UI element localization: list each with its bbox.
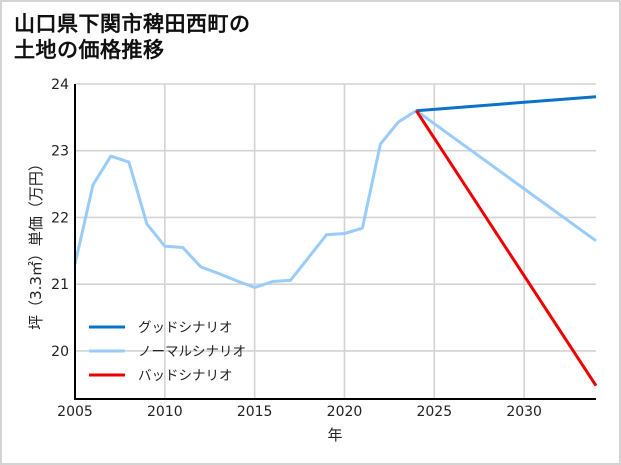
x-tick-label: 2010 xyxy=(147,404,183,420)
x-tick-label: 2025 xyxy=(416,404,452,420)
legend-label: バッドシナリオ xyxy=(138,368,233,384)
axes xyxy=(74,84,596,400)
chart-title: 山口県下関市稗田西町の 土地の価格推移 xyxy=(14,11,251,63)
legend-label: ノーマルシナリオ xyxy=(138,344,246,360)
chart-title-line2: 土地の価格推移 xyxy=(14,38,165,62)
series-line-0 xyxy=(416,95,597,113)
tick-labels: 2005 2010 2015 2020 2025 2030 20 21 22 23 24 xyxy=(51,77,542,420)
series-line-1 xyxy=(73,109,597,289)
x-tick-label: 2030 xyxy=(506,404,542,420)
y-axis-label: 坪（3.3㎡）単価（万円） xyxy=(27,156,45,330)
y-tick-label: 24 xyxy=(51,77,69,93)
series-line-2 xyxy=(415,109,598,387)
legend-label: グッドシナリオ xyxy=(138,320,233,336)
series-lines xyxy=(73,95,598,387)
x-tick-label: 2015 xyxy=(237,404,273,420)
x-tick-label: 2005 xyxy=(57,404,93,420)
y-tick-label: 22 xyxy=(51,210,69,226)
x-axis-label: 年 xyxy=(327,426,342,444)
y-tick-label: 23 xyxy=(51,144,69,160)
x-tick-label: 2020 xyxy=(327,404,363,420)
y-tick-label: 20 xyxy=(51,344,69,360)
chart-title-line1: 山口県下関市稗田西町の xyxy=(14,12,251,36)
y-tick-label: 21 xyxy=(51,277,69,293)
